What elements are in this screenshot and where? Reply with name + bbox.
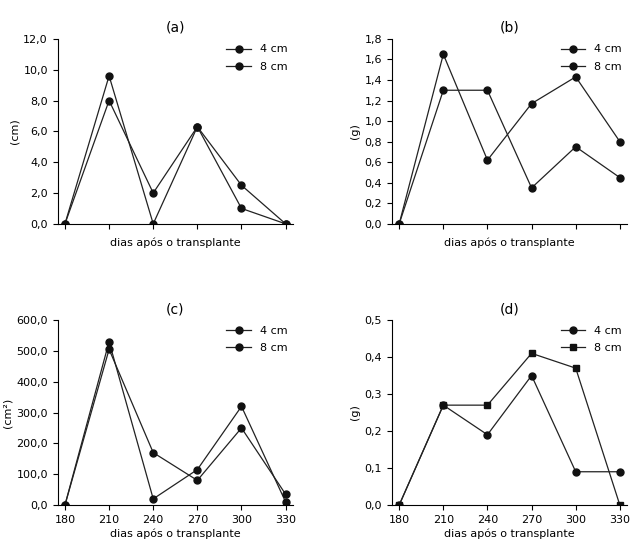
8 cm (572, 143, 580, 150)
4 cm (528, 100, 536, 107)
4 cm (396, 220, 403, 227)
8 cm (149, 190, 157, 196)
4 cm (484, 431, 492, 438)
Legend: 4 cm, 8 cm: 4 cm, 8 cm (227, 44, 287, 72)
8 cm (282, 491, 289, 498)
Y-axis label: (cm): (cm) (9, 118, 19, 144)
8 cm (484, 87, 492, 94)
Line: 4 cm: 4 cm (61, 72, 289, 228)
4 cm (484, 157, 492, 164)
8 cm (61, 220, 68, 227)
4 cm (440, 51, 447, 58)
8 cm (237, 425, 245, 431)
8 cm (105, 97, 113, 104)
X-axis label: dias após o transplante: dias após o transplante (444, 529, 575, 539)
4 cm (440, 402, 447, 408)
4 cm (237, 205, 245, 212)
Legend: 4 cm, 8 cm: 4 cm, 8 cm (561, 44, 621, 72)
Title: (d): (d) (500, 302, 520, 316)
Title: (c): (c) (166, 302, 184, 316)
8 cm (193, 477, 201, 484)
4 cm (572, 468, 580, 475)
4 cm (149, 220, 157, 227)
Line: 8 cm: 8 cm (396, 350, 623, 508)
4 cm (282, 498, 289, 505)
8 cm (149, 450, 157, 456)
8 cm (237, 182, 245, 189)
4 cm (396, 502, 403, 508)
4 cm (61, 220, 68, 227)
4 cm (193, 123, 201, 130)
4 cm (572, 74, 580, 80)
8 cm (484, 402, 492, 408)
4 cm (528, 372, 536, 379)
Line: 4 cm: 4 cm (396, 372, 623, 508)
Y-axis label: (cm²): (cm²) (2, 397, 12, 428)
8 cm (528, 350, 536, 357)
X-axis label: dias após o transplante: dias após o transplante (444, 238, 575, 248)
4 cm (105, 73, 113, 79)
Title: (a): (a) (166, 21, 185, 35)
4 cm (237, 403, 245, 410)
X-axis label: dias após o transplante: dias após o transplante (110, 529, 241, 539)
4 cm (149, 496, 157, 502)
Line: 4 cm: 4 cm (61, 338, 289, 508)
8 cm (105, 346, 113, 352)
4 cm (193, 466, 201, 473)
Y-axis label: (g): (g) (350, 123, 360, 139)
Line: 4 cm: 4 cm (396, 51, 623, 228)
8 cm (282, 220, 289, 227)
Y-axis label: (g): (g) (350, 405, 360, 421)
Line: 8 cm: 8 cm (61, 97, 289, 228)
4 cm (616, 468, 624, 475)
4 cm (105, 339, 113, 345)
8 cm (616, 174, 624, 181)
X-axis label: dias após o transplante: dias após o transplante (110, 238, 241, 248)
8 cm (396, 502, 403, 508)
4 cm (616, 138, 624, 145)
8 cm (616, 502, 624, 508)
Title: (b): (b) (500, 21, 520, 35)
8 cm (440, 402, 447, 408)
4 cm (282, 220, 289, 227)
Legend: 4 cm, 8 cm: 4 cm, 8 cm (561, 326, 621, 354)
8 cm (61, 502, 68, 508)
8 cm (572, 365, 580, 371)
8 cm (440, 87, 447, 94)
Legend: 4 cm, 8 cm: 4 cm, 8 cm (227, 326, 287, 354)
Line: 8 cm: 8 cm (61, 346, 289, 508)
4 cm (61, 502, 68, 508)
8 cm (396, 220, 403, 227)
8 cm (193, 123, 201, 130)
Line: 8 cm: 8 cm (396, 87, 623, 228)
8 cm (528, 185, 536, 191)
